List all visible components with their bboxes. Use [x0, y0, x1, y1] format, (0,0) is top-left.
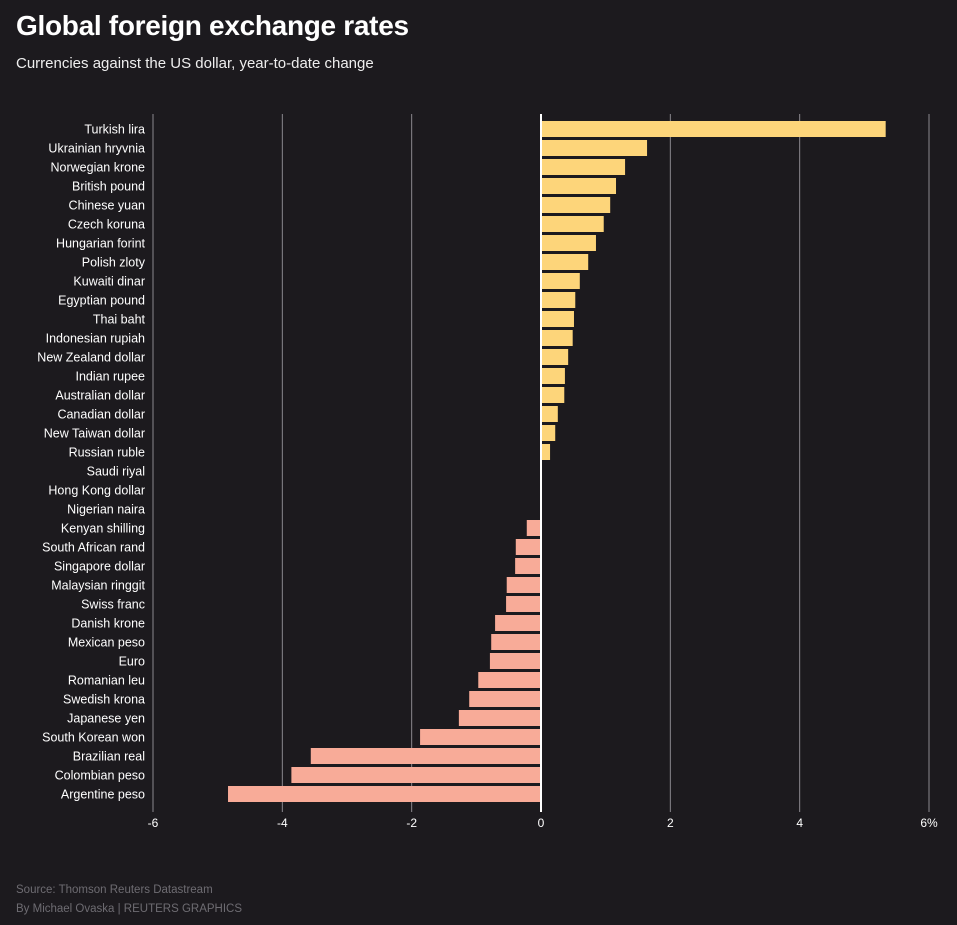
x-tick-label: 4	[796, 816, 803, 830]
bar	[541, 330, 573, 346]
bar	[541, 140, 648, 156]
category-label: Argentine peso	[61, 788, 145, 802]
bar	[541, 406, 558, 422]
bar	[541, 254, 589, 270]
category-label: New Zealand dollar	[37, 351, 145, 365]
bar	[515, 539, 541, 555]
bar	[506, 577, 541, 593]
x-tick-label: 2	[667, 816, 674, 830]
category-label: Mexican peso	[68, 636, 145, 650]
bar	[541, 387, 565, 403]
category-label: Kuwaiti dinar	[73, 275, 145, 289]
category-label: Egyptian pound	[58, 294, 145, 308]
category-label: Thai baht	[93, 313, 146, 327]
bar	[541, 273, 580, 289]
bar	[228, 786, 541, 802]
category-label: Colombian peso	[55, 769, 145, 783]
bar	[469, 691, 541, 707]
bar	[541, 178, 617, 194]
bar	[420, 729, 541, 745]
category-label: Euro	[119, 655, 145, 669]
category-label: Malaysian ringgit	[51, 579, 145, 593]
category-label: New Taiwan dollar	[44, 427, 145, 441]
category-label: Swiss franc	[81, 598, 145, 612]
bar	[541, 425, 556, 441]
category-label: Japanese yen	[67, 712, 145, 726]
x-tick-label: -2	[406, 816, 417, 830]
x-tick-label: 0	[538, 816, 545, 830]
bar	[541, 349, 569, 365]
category-label: Kenyan shilling	[61, 522, 145, 536]
x-tick-label: 6%	[920, 816, 938, 830]
bar	[541, 235, 596, 251]
category-label: Saudi riyal	[87, 465, 145, 479]
category-label: Indian rupee	[75, 370, 145, 384]
category-label: Australian dollar	[55, 389, 145, 403]
chart-subtitle: Currencies against the US dollar, year-t…	[16, 55, 374, 72]
category-label: Singapore dollar	[54, 560, 145, 574]
category-label: South African rand	[42, 541, 145, 555]
category-label: Hong Kong dollar	[48, 484, 145, 498]
bar	[541, 311, 574, 327]
category-label: Brazilian real	[73, 750, 145, 764]
category-label: Indonesian rupiah	[46, 332, 145, 346]
bar	[291, 767, 541, 783]
category-label: British pound	[72, 180, 145, 194]
credit-note: By Michael Ovaska | REUTERS GRAPHICS	[16, 903, 243, 915]
category-label: Canadian dollar	[57, 408, 145, 422]
category-label: Czech koruna	[68, 218, 145, 232]
bar	[541, 368, 565, 384]
bar	[526, 520, 541, 536]
category-label: Norwegian krone	[51, 161, 146, 175]
category-label: Ukrainian hryvnia	[48, 142, 145, 156]
bar	[541, 444, 551, 460]
chart-title: Global foreign exchange rates	[16, 10, 409, 41]
bar	[491, 634, 541, 650]
category-label: Hungarian forint	[56, 237, 145, 251]
bar	[515, 558, 541, 574]
bar	[541, 121, 886, 137]
bar	[541, 292, 576, 308]
bar	[489, 653, 541, 669]
x-tick-label: -6	[148, 816, 159, 830]
bar	[541, 216, 604, 232]
category-label: Romanian leu	[68, 674, 145, 688]
category-label: Turkish lira	[84, 123, 145, 137]
bar	[458, 710, 541, 726]
bar	[506, 596, 541, 612]
bar	[541, 159, 626, 175]
bar	[541, 197, 611, 213]
category-label: Nigerian naira	[67, 503, 145, 517]
x-tick-label: -4	[277, 816, 288, 830]
bar	[310, 748, 541, 764]
category-label: Russian ruble	[69, 446, 145, 460]
category-label: Chinese yuan	[69, 199, 145, 213]
bar	[495, 615, 541, 631]
category-label: Polish zloty	[82, 256, 146, 270]
bar	[478, 672, 541, 688]
source-note: Source: Thomson Reuters Datastream	[16, 884, 213, 896]
category-label: Danish krone	[71, 617, 145, 631]
category-label: Swedish krona	[63, 693, 145, 707]
category-label: South Korean won	[42, 731, 145, 745]
